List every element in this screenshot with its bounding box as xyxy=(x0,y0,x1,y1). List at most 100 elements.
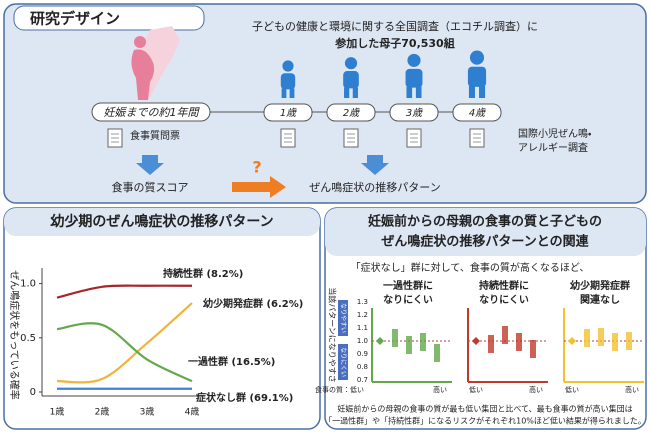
diet-score: 食事の質スコア xyxy=(112,180,189,194)
child-icon xyxy=(479,85,486,98)
range-bar xyxy=(516,333,522,351)
panel-title: 幼少期のぜん鳴症状の推移パターン xyxy=(50,213,273,230)
child-icon xyxy=(343,71,359,89)
question-mark: ? xyxy=(252,158,261,177)
series-line xyxy=(56,322,193,383)
scale-label: なりにくい xyxy=(340,347,347,377)
x-tick-label: 3歳 xyxy=(140,406,155,418)
panel-head: なりにくい xyxy=(479,294,529,306)
age-box xyxy=(326,103,376,122)
child-icon xyxy=(415,86,422,98)
lead-text: 「症状なし」群に対して、食事の質が高くなるほど、 xyxy=(351,261,590,274)
age-box xyxy=(452,103,502,122)
study-text: 参加した母子70,530組 xyxy=(334,36,454,50)
design-title: 研究デザイン xyxy=(30,10,120,28)
child-icon xyxy=(289,88,295,98)
age-label: 3歳 xyxy=(406,107,423,119)
title-tab xyxy=(13,5,205,31)
child-icon xyxy=(344,57,358,70)
child-icon xyxy=(469,50,485,65)
range-bar xyxy=(434,344,440,362)
scale-box xyxy=(338,344,348,380)
child-icon xyxy=(405,68,423,88)
child-icon xyxy=(407,53,421,67)
age-box xyxy=(389,103,439,122)
range-bar xyxy=(612,333,618,351)
child-icon xyxy=(282,60,294,72)
range-bar xyxy=(488,335,494,353)
range-bar xyxy=(406,336,412,354)
range-bar xyxy=(626,332,632,350)
panel-head xyxy=(325,208,646,256)
scale-label: なりやすい xyxy=(340,303,348,333)
child-icon xyxy=(468,85,475,98)
y-tick-label: 1.2 xyxy=(357,311,368,319)
scale-box xyxy=(338,300,348,336)
y-tick-label: 0.5 xyxy=(20,333,36,344)
child-icon xyxy=(352,87,358,98)
child-icon xyxy=(344,87,350,98)
arrow xyxy=(361,155,389,175)
questionnaire-label: 食事質問票 xyxy=(130,129,180,142)
study-text: 子どもの健康と環境に関する全国調査（エコチル調査）に xyxy=(252,19,538,33)
arrow xyxy=(232,176,286,198)
x-tick-label: 4歳 xyxy=(185,406,200,418)
age-label: 1歳 xyxy=(280,107,297,119)
y-axis-label: ぜん鳴症状をもっている確率 xyxy=(8,270,21,400)
y-tick-label: 0.9 xyxy=(357,350,368,358)
child-icon xyxy=(280,73,296,90)
range-bar xyxy=(392,329,398,347)
legend-label: 一過性群 (16.5%) xyxy=(188,355,275,368)
y-axis-label: 当該パターンになりやすさ xyxy=(328,287,338,383)
range-bar xyxy=(598,328,604,346)
range-bar xyxy=(502,326,508,344)
age-label: 2歳 xyxy=(343,107,360,119)
x-label: 高い xyxy=(433,385,447,394)
x-label: 低い xyxy=(469,385,483,394)
x-label: 食事の質：低い xyxy=(315,385,364,394)
range-bar xyxy=(584,329,590,347)
y-tick-label: 1.0 xyxy=(357,337,368,345)
range-bar xyxy=(530,340,536,358)
range-bar xyxy=(420,333,426,351)
y-tick-label: 0 xyxy=(30,387,36,398)
ref-point xyxy=(376,337,384,345)
survey-label: アレルギー調査 xyxy=(518,141,588,154)
panel-head xyxy=(4,208,320,236)
mother-icon xyxy=(134,36,146,48)
panel-head: 持続性群に xyxy=(479,279,529,292)
timeline-label-box xyxy=(91,102,211,122)
x-tick-label: 1歳 xyxy=(50,406,65,418)
legend-label: 幼少期発症群 (6.2%) xyxy=(203,297,303,310)
timeline-label: 妊娠までの約1年間 xyxy=(104,106,201,119)
ref-point xyxy=(568,337,576,345)
y-tick-label: 0.7 xyxy=(357,376,368,384)
arrow xyxy=(136,155,164,175)
child-icon xyxy=(467,66,487,87)
footer-text: 妊娠前からの母親の食事の質が最も低い集団と比べて、最も食事の質が高い集団は xyxy=(337,404,632,414)
age-label: 4歳 xyxy=(469,107,486,119)
panel-title: ぜん鳴症状の推移パターンとの関連 xyxy=(381,234,588,250)
mother-icon xyxy=(131,49,155,100)
legend-label: 持続性群 (8.2%) xyxy=(163,267,243,280)
x-tick-label: 2歳 xyxy=(95,406,110,418)
panel-head: 幼少期発症群 xyxy=(570,279,630,292)
child-icon xyxy=(281,88,287,98)
x-label: 高い xyxy=(529,385,543,394)
panel-head: 関連なし xyxy=(580,293,620,306)
y-tick-label: 1.3 xyxy=(357,298,368,306)
y-tick-label: 0.8 xyxy=(357,363,368,371)
child-icon xyxy=(406,86,413,98)
panel-title: 妊娠前からの母親の食事の質と子どもの xyxy=(368,214,602,230)
y-tick-label: 1.0 xyxy=(20,279,36,290)
panel-head: 一過性群に xyxy=(383,279,433,292)
series-line xyxy=(56,302,193,384)
y-tick-label: 1.1 xyxy=(357,324,368,332)
panel-head: なりにくい xyxy=(383,294,433,306)
survey-label: 国際小児ぜん鳴・ xyxy=(518,127,591,140)
series-line xyxy=(56,284,193,299)
ref-point xyxy=(472,337,480,345)
x-label: 低い xyxy=(565,385,579,394)
footer-text: 「一過性群」や「持続性群」になるリスクがそれぞれ10%ほど低い結果が得られました… xyxy=(324,416,646,426)
